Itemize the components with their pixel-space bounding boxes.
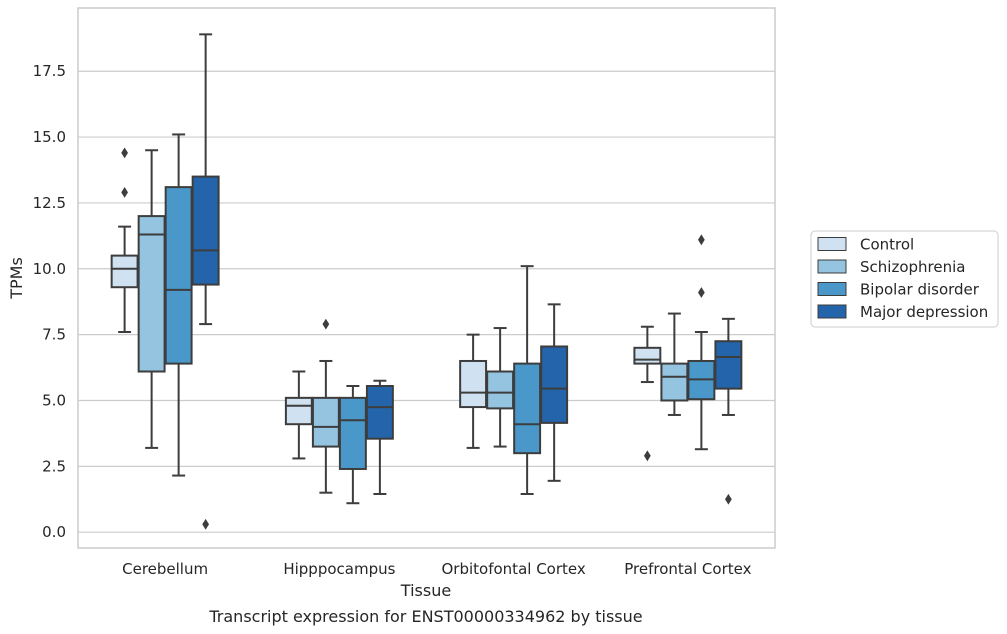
outlier-point xyxy=(643,450,651,462)
box xyxy=(191,175,220,286)
plot-frame xyxy=(77,7,776,549)
box xyxy=(660,362,689,402)
box xyxy=(110,254,139,289)
y-tick-label: 7.5 xyxy=(42,326,66,344)
box xyxy=(311,396,340,448)
legend-swatch xyxy=(817,237,847,251)
outlier-point xyxy=(698,287,705,298)
y-tick-label: 0.0 xyxy=(42,523,66,541)
y-tick-label: 12.5 xyxy=(33,194,66,212)
x-tick-label: Cerebellum xyxy=(122,560,208,578)
outlier-point xyxy=(698,234,705,246)
legend-frame xyxy=(810,230,999,328)
box-group xyxy=(687,234,716,451)
box xyxy=(633,346,662,365)
box xyxy=(486,370,515,410)
box xyxy=(164,186,193,365)
outlier-point xyxy=(202,518,210,530)
legend-label: Control xyxy=(860,236,914,254)
legend-swatch xyxy=(817,259,847,274)
y-tick-label: 10.0 xyxy=(33,260,66,278)
box-group xyxy=(110,147,139,333)
box-group xyxy=(459,333,488,449)
legend-label: Major depression xyxy=(860,303,988,321)
box-group xyxy=(164,133,193,477)
y-tick-label: 15.0 xyxy=(33,128,66,146)
box-group xyxy=(284,370,313,460)
legend-swatch xyxy=(817,304,847,319)
box-group xyxy=(365,379,394,495)
y-tick-label: 5.0 xyxy=(42,391,66,409)
y-axis-label: TPMs xyxy=(7,257,26,300)
box xyxy=(540,345,569,424)
y-tick-labels: 0.0 2.5 5.0 7.5 10.0 12.5 15.0 17.5 xyxy=(33,62,66,541)
box-group xyxy=(137,149,166,449)
box xyxy=(338,396,367,470)
box-group xyxy=(311,318,340,494)
y-tick-label: 17.5 xyxy=(33,62,66,80)
outlier-point xyxy=(322,318,330,330)
box xyxy=(459,359,488,409)
x-tick-labels: Cerebellum Hipppocampus Orbitofontal Corte… xyxy=(122,560,751,578)
box-series xyxy=(110,33,743,530)
box-group xyxy=(633,325,662,462)
x-tick-label: Hipppocampus xyxy=(283,560,395,578)
box-group xyxy=(338,385,367,505)
legend-swatch xyxy=(817,282,847,296)
x-tick-label: Orbitofontal Cortex xyxy=(442,560,586,578)
box xyxy=(365,385,394,440)
x-axis-label: Tissue xyxy=(400,581,451,600)
box xyxy=(137,215,166,373)
box-group xyxy=(486,327,515,448)
x-tick-label: Prefrontal Cortex xyxy=(624,560,751,578)
box-group xyxy=(191,33,220,530)
legend-label: Schizophrenia xyxy=(860,258,965,276)
box xyxy=(714,340,743,390)
box xyxy=(513,362,542,455)
box-group xyxy=(513,265,542,495)
box xyxy=(284,396,313,426)
box-group xyxy=(540,303,569,482)
y-tick-label: 2.5 xyxy=(42,457,66,475)
outlier-point xyxy=(121,147,128,159)
legend: Control Schizophrenia Bipolar disorder Majo… xyxy=(810,230,999,328)
box-group xyxy=(714,317,743,505)
outlier-point xyxy=(725,493,732,505)
legend-label: Bipolar disorder xyxy=(860,281,980,299)
box-group xyxy=(660,312,689,416)
outlier-point xyxy=(121,186,128,198)
chart-title: Transcript expression for ENST0000033496… xyxy=(208,607,642,626)
